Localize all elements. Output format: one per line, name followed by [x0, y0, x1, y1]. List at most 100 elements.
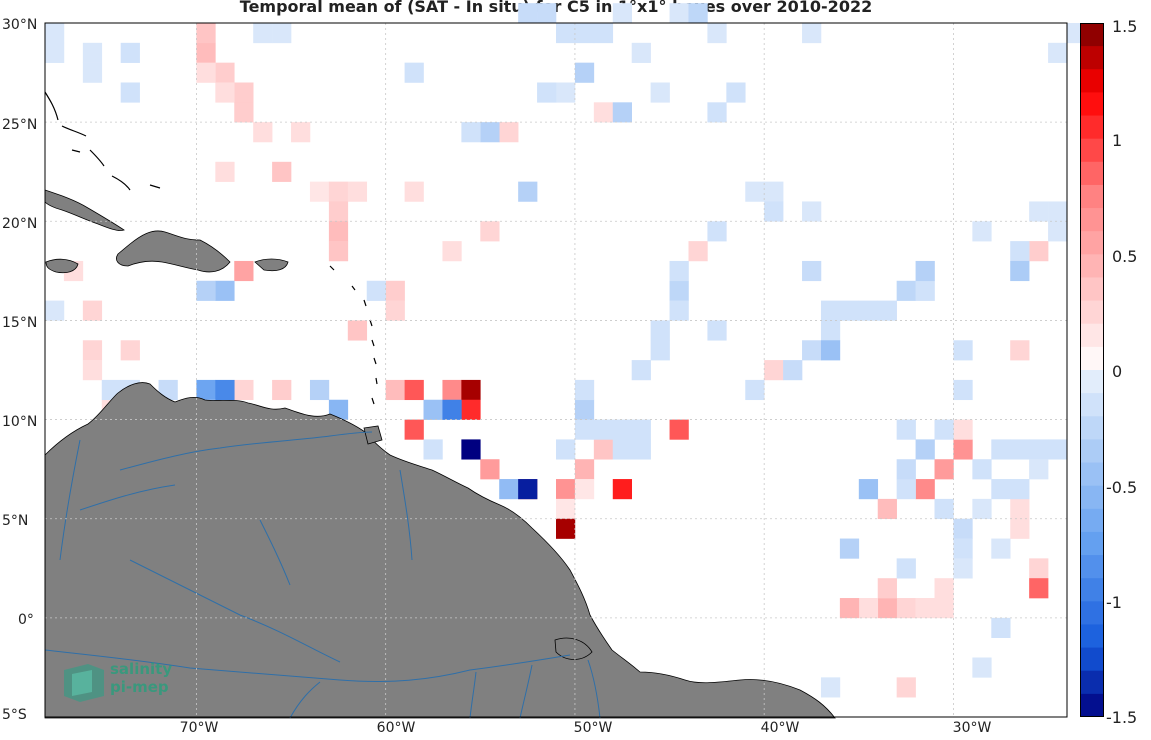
lat-label-30n: 30°N [2, 17, 38, 33]
heatmap-cell [896, 677, 916, 698]
heatmap-cell [896, 459, 916, 480]
colorbar-step [1080, 578, 1104, 602]
heatmap-cell [328, 241, 349, 262]
lat-label-0: 0° [18, 612, 34, 628]
heatmap-cell [347, 181, 368, 202]
heatmap-cell [82, 340, 103, 361]
heatmap-cell [234, 260, 254, 282]
heatmap-cell [574, 459, 595, 480]
heatmap-cell [1010, 518, 1030, 539]
heatmap-cell [896, 479, 916, 500]
madeira-river [289, 681, 321, 719]
xingu-river [519, 664, 533, 719]
heatmap-cell [253, 122, 273, 143]
colorbar-tick-neg-1: -1 [1106, 593, 1122, 612]
heatmap-cell [82, 42, 103, 63]
heatmap-cell [404, 62, 424, 83]
heatmap-cell [745, 181, 765, 202]
negro-river [129, 559, 341, 663]
heatmap-cell [802, 23, 822, 44]
heatmap-cell [593, 23, 614, 44]
colorbar-steps [1080, 23, 1104, 717]
heatmap-cell [707, 320, 727, 341]
heatmap-cell [953, 538, 973, 559]
heatmap-cell [215, 82, 235, 103]
heatmap-cell [934, 598, 954, 619]
heatmap-cell [991, 479, 1011, 500]
colorbar-step [1080, 69, 1104, 93]
heatmap-cell [234, 82, 254, 103]
heatmap-cell [991, 439, 1011, 460]
heatmap-cell [669, 3, 689, 24]
heatmap-cell [1010, 439, 1030, 460]
heatmap-cell [612, 479, 633, 500]
heatmap-cell [272, 23, 292, 44]
heatmap-cell [669, 419, 689, 440]
bahamas-islands [44, 91, 161, 191]
heatmap-cell [669, 300, 689, 321]
colorbar-tick-0-5: 0.5 [1112, 247, 1138, 266]
heatmap-cell [328, 201, 349, 222]
heatmap-cell [215, 379, 235, 401]
lat-label-20n: 20°N [2, 216, 38, 232]
amazon-river [44, 649, 571, 683]
colorbar-step [1080, 647, 1104, 672]
heatmap-cell [385, 379, 405, 401]
heatmap-cell [1048, 439, 1068, 460]
heatmap-cell [499, 479, 519, 500]
colorbar-step [1080, 92, 1104, 117]
heatmap-cell [612, 439, 633, 460]
heatmap-cell [1010, 241, 1030, 262]
logo-text-line2: pi-mep [110, 678, 169, 696]
colorbar-step [1080, 300, 1104, 325]
trinidad-island [363, 425, 383, 445]
colorbar-step [1080, 184, 1104, 209]
heatmap-cell [480, 221, 500, 242]
heatmap-cell [423, 399, 443, 420]
heatmap-cell [764, 360, 784, 381]
heatmap-cell [783, 360, 803, 381]
heatmap-cell [915, 598, 935, 619]
heatmap-cell [707, 23, 727, 44]
heatmap-cell [574, 62, 595, 83]
heatmap-cell [461, 122, 481, 143]
heatmap-cell [612, 102, 633, 123]
lat-label-5s: 5°S [2, 707, 27, 723]
colorbar-tick-1: 1 [1112, 131, 1123, 150]
heatmap-cell [953, 419, 973, 440]
heatmap-cell [669, 280, 689, 301]
colorbar-step [1080, 323, 1104, 348]
heatmap-cell [593, 419, 614, 440]
heatmap-cell [593, 102, 614, 123]
colorbar-tick-1-5: 1.5 [1112, 17, 1138, 36]
heatmap-cell [650, 82, 670, 103]
heatmap-cell [442, 379, 462, 401]
colorbar-step [1080, 231, 1104, 255]
colorbar-step [1080, 670, 1104, 695]
heatmap-cell [915, 479, 935, 500]
heatmap-cell [291, 122, 311, 143]
heatmap-cell [461, 379, 481, 401]
heatmap-cell [120, 42, 140, 63]
cuba-island [44, 189, 125, 231]
heatmap-cell [972, 498, 992, 520]
colorbar-step [1080, 531, 1104, 556]
lesser-antilles [329, 265, 378, 405]
grid-layer [45, 23, 1067, 717]
heatmap-cell [953, 518, 973, 539]
heatmap-cell [1010, 260, 1030, 282]
map-frame [44, 22, 1068, 718]
colorbar-step [1080, 346, 1104, 371]
heatmap-cell [574, 419, 595, 440]
heatmap-cell [272, 379, 292, 401]
logo-icon [64, 664, 104, 702]
heatmap-cell [612, 3, 633, 24]
heatmap-cell [556, 498, 576, 520]
heatmap-cell [574, 479, 595, 500]
heatmap-cell [953, 558, 973, 579]
heatmap-cell [518, 479, 538, 500]
heatmap-cell [45, 23, 65, 44]
tocantins-river [587, 659, 601, 719]
lon-label-30w: 30°W [952, 720, 992, 736]
heatmap-cell [972, 657, 992, 678]
